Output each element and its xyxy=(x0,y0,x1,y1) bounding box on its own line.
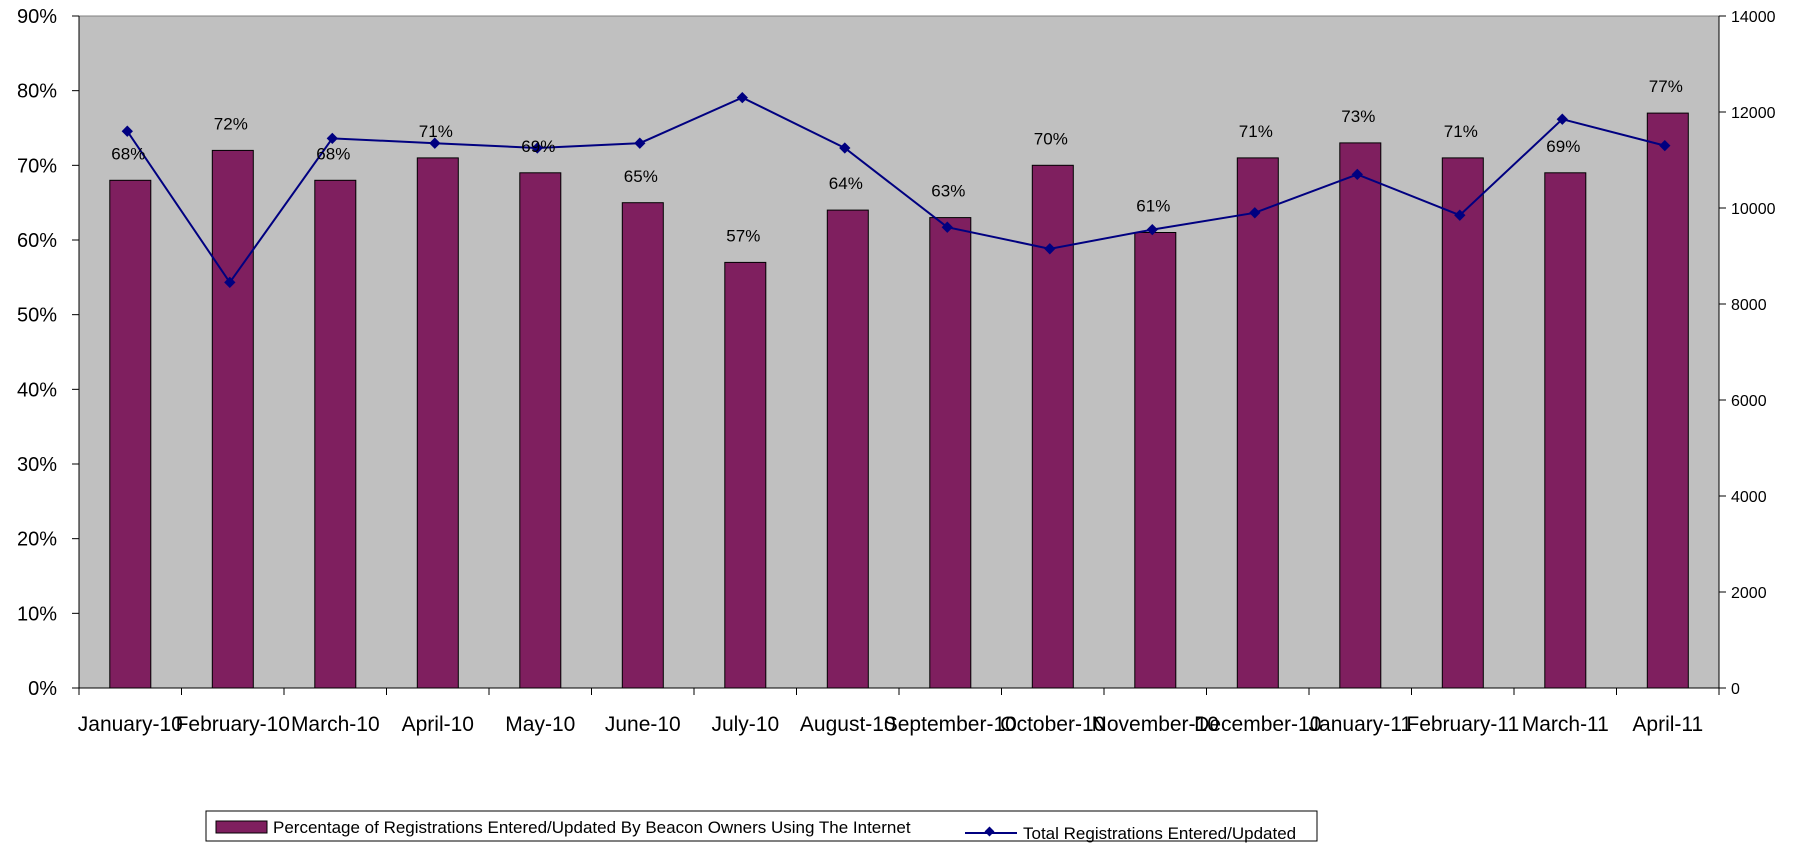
line-point xyxy=(1659,139,1671,152)
bar xyxy=(826,209,869,689)
y-right-tick-label: 2000 xyxy=(1731,585,1767,602)
y-left-tick-label: 0% xyxy=(28,678,57,700)
data-label: 69% xyxy=(521,137,555,156)
line-point xyxy=(941,221,953,233)
data-label: 71% xyxy=(419,122,453,141)
y-left-tick-label: 10% xyxy=(17,603,57,625)
bar xyxy=(724,261,767,689)
bar xyxy=(109,179,152,689)
bar xyxy=(416,157,459,689)
x-tick-label: March-11 xyxy=(1522,713,1609,736)
x-tick-label: July-10 xyxy=(711,713,779,736)
x-tick-label: January-11 xyxy=(1309,713,1413,736)
legend: Percentage of Registrations Entered/Upda… xyxy=(205,810,1318,843)
y-left-tick-label: 20% xyxy=(17,529,57,551)
axes-layer: 0% 10% 20% 30% 40% 50% 60% 70% 80% 90% 0 2000 4000 60… xyxy=(17,6,1776,736)
data-label: 57% xyxy=(726,227,760,246)
line-point xyxy=(1351,168,1363,181)
bar xyxy=(519,172,562,689)
x-tick-label: May-10 xyxy=(505,713,575,736)
line-point xyxy=(1556,113,1568,125)
legend-line-marker xyxy=(984,826,995,837)
x-tick-label: April-10 xyxy=(402,713,474,736)
data-label: 68% xyxy=(111,144,145,163)
x-tick-label: January-10 xyxy=(78,713,183,736)
y-right-tick-label: 8000 xyxy=(1731,297,1767,314)
x-tick-label: November-10 xyxy=(1092,713,1219,736)
line-point xyxy=(326,132,338,145)
x-tick-label: October-10 xyxy=(1000,713,1105,736)
line-point xyxy=(1454,209,1466,221)
y-left-tick-label: 60% xyxy=(17,230,57,252)
x-tick-label: June-10 xyxy=(605,713,681,736)
bar xyxy=(1441,157,1484,689)
x-tick-label: August-10 xyxy=(800,713,896,736)
data-labels-layer: 68% 72% 68% 71% 69% 65% 57% 64% 63% 70% 61% 71% 73% 7… xyxy=(111,77,1683,245)
bar xyxy=(1134,232,1177,689)
x-tick-label: February-11 xyxy=(1406,713,1519,736)
bar xyxy=(1236,157,1279,689)
data-label: 61% xyxy=(1136,197,1170,216)
y-right-tick-label: 10000 xyxy=(1731,201,1776,218)
y-left-tick-label: 70% xyxy=(17,155,57,177)
x-tick-label: February-10 xyxy=(176,713,290,736)
legend-box xyxy=(205,810,1318,842)
x-tick-label: March-10 xyxy=(291,713,380,736)
y-left-tick-label: 50% xyxy=(17,305,57,327)
y-right-tick-label: 4000 xyxy=(1731,489,1767,506)
data-label: 69% xyxy=(1546,137,1580,156)
line-point xyxy=(634,137,646,149)
x-tick-label: September-10 xyxy=(884,713,1017,736)
line-point xyxy=(1044,243,1056,255)
line-point xyxy=(224,276,236,289)
data-label: 77% xyxy=(1649,77,1683,96)
bar xyxy=(1646,112,1689,689)
line-point xyxy=(839,142,851,154)
data-label: 64% xyxy=(829,174,863,193)
data-label: 68% xyxy=(316,144,350,163)
bar xyxy=(1339,142,1382,689)
y-right-tick-label: 12000 xyxy=(1731,105,1776,122)
legend-line-label: Total Registrations Entered/Updated xyxy=(1023,824,1296,843)
line-layer xyxy=(121,91,1671,289)
y-left-tick-label: 30% xyxy=(17,454,57,476)
y-left-tick-label: 80% xyxy=(17,81,57,103)
line-point xyxy=(1249,207,1261,219)
data-label: 63% xyxy=(931,182,965,201)
x-tick-label: December-10 xyxy=(1194,713,1321,736)
bar xyxy=(211,149,254,689)
line-point xyxy=(429,137,441,149)
bar xyxy=(1544,172,1587,689)
line-point xyxy=(1146,223,1158,236)
bar xyxy=(929,217,972,689)
bar xyxy=(1031,164,1074,689)
data-label: 72% xyxy=(214,115,248,134)
data-label: 70% xyxy=(1034,129,1068,148)
data-label: 71% xyxy=(1444,122,1478,141)
bar xyxy=(621,202,664,689)
bars-layer xyxy=(109,112,1689,689)
bar xyxy=(314,179,357,689)
y-left-tick-label: 40% xyxy=(17,379,57,401)
y-right-tick-label: 14000 xyxy=(1731,9,1776,26)
y-right-tick-label: 6000 xyxy=(1731,393,1767,410)
series-line xyxy=(126,96,1666,285)
x-tick-label: April-11 xyxy=(1632,713,1703,736)
data-label: 73% xyxy=(1341,107,1375,126)
legend-bar-label: Percentage of Registrations Entered/Upda… xyxy=(273,818,911,837)
data-label: 65% xyxy=(624,167,658,186)
y-right-tick-label: 0 xyxy=(1731,681,1740,698)
y-left-tick-label: 90% xyxy=(17,6,57,28)
line-point xyxy=(531,142,543,154)
legend-bar-swatch xyxy=(215,820,268,834)
data-label: 71% xyxy=(1239,122,1273,141)
